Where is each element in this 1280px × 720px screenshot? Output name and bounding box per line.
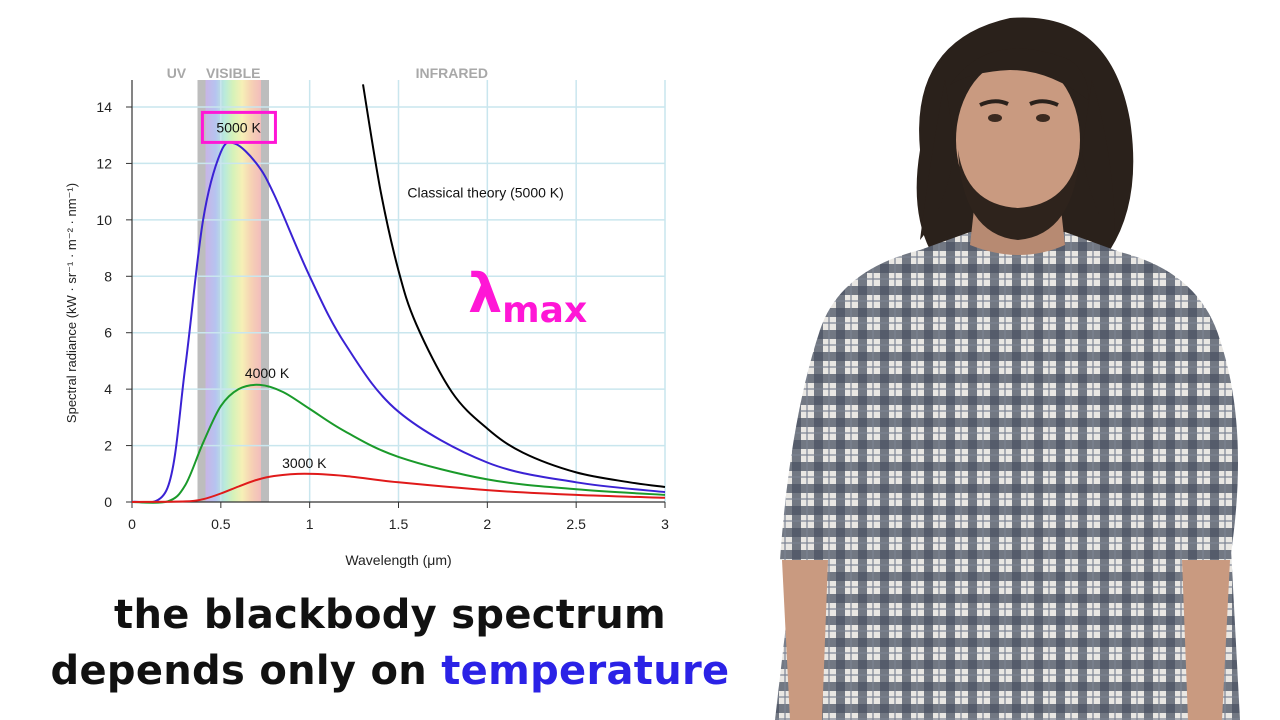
annotation-5000-k: 5000 K [216, 119, 261, 135]
y-tick-label: 6 [104, 325, 112, 341]
presenter-hair-front-left [920, 80, 955, 240]
presenter-left-eye [988, 114, 1002, 122]
blackbody-chart: 0 0.5 1 1.5 2 2.5 3 0 2 4 6 8 10 12 14 Wavelength (μm) S… [64, 65, 669, 568]
x-tick-label: 1.5 [389, 516, 409, 532]
presenter-hair-top [950, 48, 1089, 100]
presenter-left-hand [782, 560, 828, 720]
x-tick-label: 0.5 [211, 516, 231, 532]
y-tick-label: 0 [104, 494, 112, 510]
x-tick-label: 0 [128, 516, 136, 532]
x-tick-label: 2.5 [566, 516, 586, 532]
chart-labels: UV VISIBLE INFRARED 5000 K 4000 K 3000 K Class… [167, 65, 564, 471]
region-label-visible: VISIBLE [206, 65, 260, 81]
presenter-right-arm [1175, 340, 1238, 560]
curve-3000-k [131, 472, 666, 503]
annotation-highlight-box [200, 110, 277, 144]
y-tick-label: 2 [104, 438, 112, 454]
chart-grid [132, 80, 666, 502]
annotation-3000-k: 3000 K [282, 455, 327, 471]
y-tick-label: 8 [104, 268, 112, 284]
caption-line-2-prefix: depends only on [50, 648, 442, 694]
annotation-classical-theory-5000-k: Classical theory (5000 K) [407, 184, 563, 200]
presenter-left-arm [780, 330, 865, 560]
presenter-figure [775, 17, 1240, 720]
caption-line-1: the blackbody spectrum [114, 592, 666, 638]
y-tick-label: 10 [96, 212, 112, 228]
spectrum-region-bands [197, 80, 270, 502]
lambda-symbol: λ [468, 262, 503, 325]
x-tick-label: 3 [661, 516, 669, 532]
annotation-4000-k: 4000 K [245, 365, 290, 381]
curve-classical-theory-5000-k [362, 84, 666, 488]
visible-band-spectrum [205, 80, 262, 502]
lambda-subscript: max [502, 290, 588, 331]
curve-4000-k [131, 383, 666, 504]
presenter-face [956, 58, 1080, 222]
region-label-infrared: INFRARED [416, 65, 488, 81]
y-tick-label: 12 [96, 155, 112, 171]
presenter-eyebrows [979, 99, 1059, 107]
caption-line-2: depends only on temperature [0, 648, 780, 694]
y-axis-label: Spectral radiance (kW · sr⁻¹ · m⁻² · nm⁻… [64, 183, 79, 423]
caption-highlight-word: temperature [441, 648, 730, 694]
presenter-right-eye [1036, 114, 1050, 122]
presenter-hair-front-right [1082, 80, 1115, 240]
x-tick-label: 1 [306, 516, 314, 532]
y-tick-label: 14 [96, 99, 112, 115]
presenter-right-hand [1182, 560, 1230, 720]
presenter-beard [958, 150, 1080, 240]
chart-curves [131, 84, 666, 504]
chart-axes: 0 0.5 1 1.5 2 2.5 3 0 2 4 6 8 10 12 14 Wavelength (μm) S… [64, 80, 669, 568]
region-label-uv: UV [167, 65, 187, 81]
x-tick-label: 2 [483, 516, 491, 532]
presenter-shirt [775, 232, 1240, 720]
curve-5000-k [131, 141, 666, 504]
lambda-max-label: λmax [468, 262, 587, 331]
y-tick-label: 4 [104, 381, 112, 397]
x-axis-label: Wavelength (μm) [345, 552, 451, 568]
